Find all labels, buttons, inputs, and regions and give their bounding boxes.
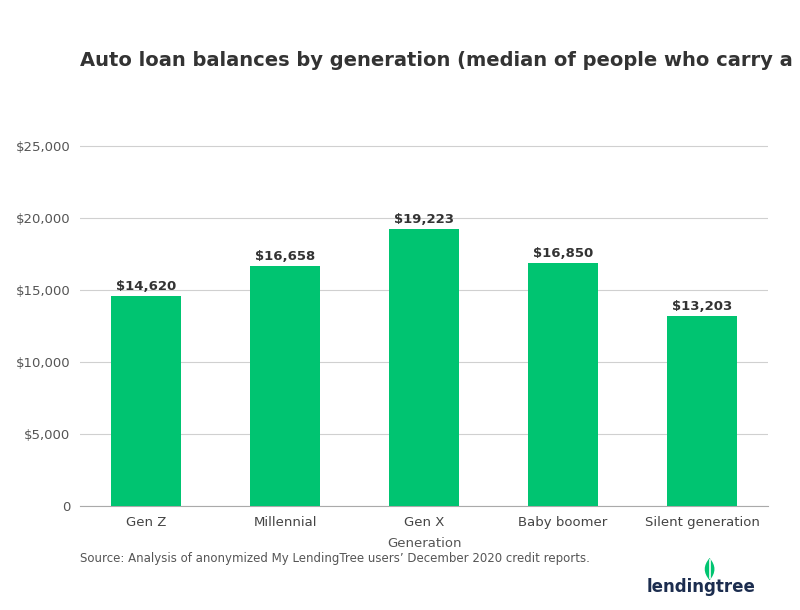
- Text: Source: Analysis of anonymized My LendingTree users’ December 2020 credit report: Source: Analysis of anonymized My Lendin…: [80, 552, 590, 565]
- Y-axis label: Median auto balance: Median auto balance: [0, 239, 5, 378]
- PathPatch shape: [705, 558, 714, 580]
- Text: lendingtree: lendingtree: [647, 578, 756, 596]
- Bar: [250, 266, 320, 506]
- Bar: [528, 264, 598, 506]
- Text: $13,203: $13,203: [672, 300, 732, 313]
- Text: $16,658: $16,658: [255, 250, 315, 264]
- Text: Auto loan balances by generation (median of people who carry a balance): Auto loan balances by generation (median…: [80, 51, 800, 70]
- Bar: [111, 295, 181, 506]
- Bar: [390, 229, 458, 506]
- X-axis label: Generation: Generation: [386, 537, 462, 550]
- Bar: [667, 316, 737, 506]
- Text: $16,850: $16,850: [533, 248, 593, 260]
- Text: $14,620: $14,620: [116, 279, 176, 293]
- Text: $19,223: $19,223: [394, 214, 454, 226]
